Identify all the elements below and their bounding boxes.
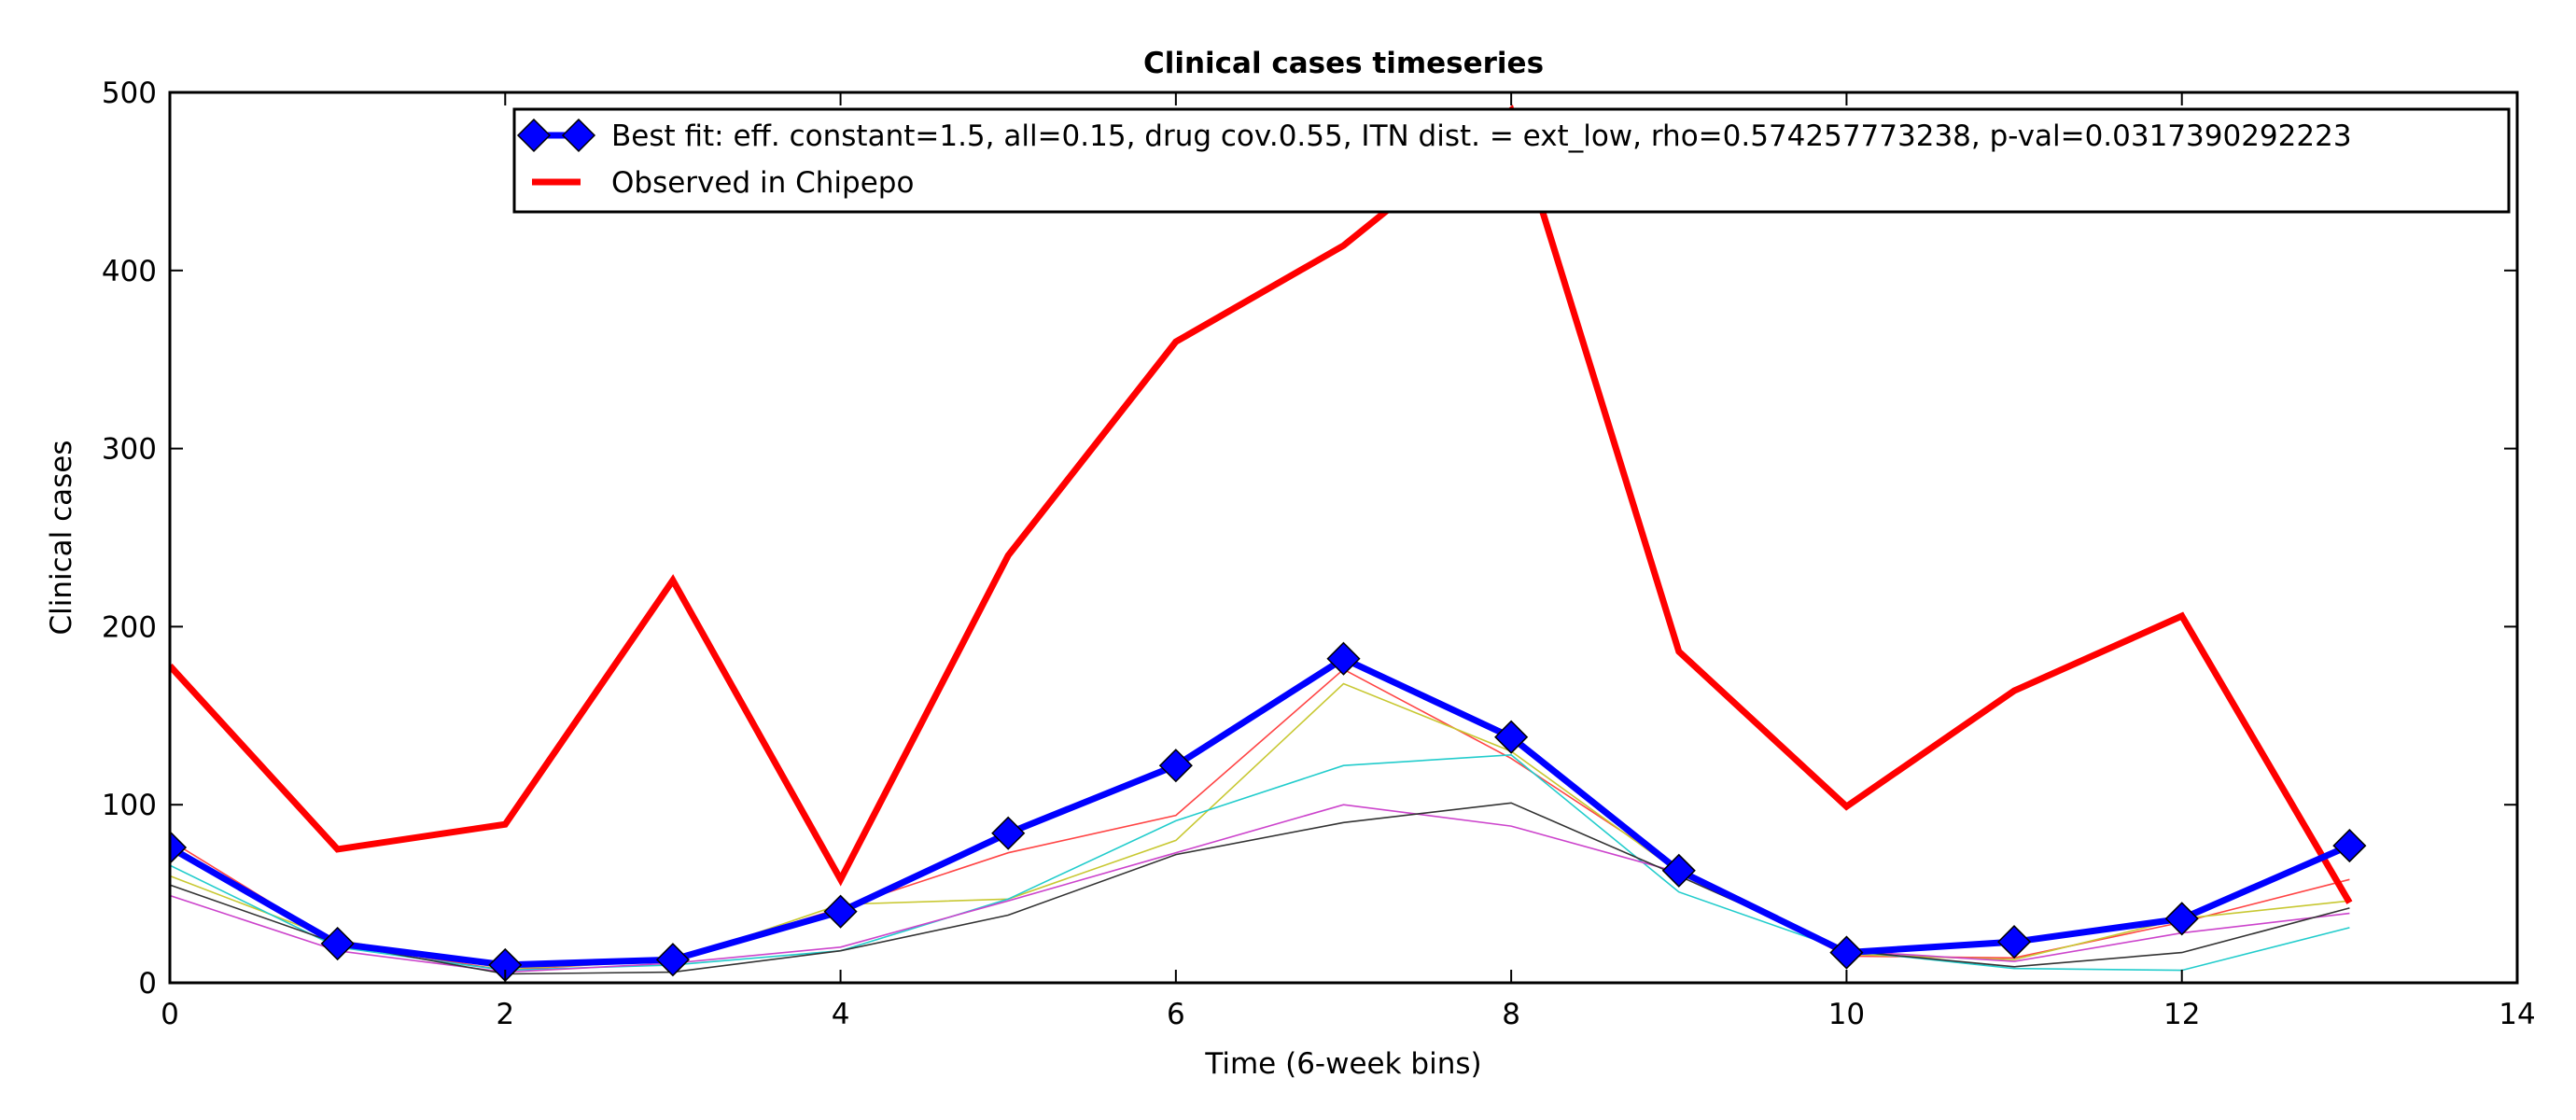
best-fit-marker <box>655 943 690 977</box>
y-tick-label: 100 <box>102 789 157 822</box>
best-fit-marker <box>991 816 1026 850</box>
best-fit-marker <box>2164 902 2199 936</box>
best-fit-marker <box>1997 925 2032 959</box>
simulation-line-4 <box>170 753 2350 972</box>
best-fit-marker <box>170 830 188 865</box>
axes-frame <box>168 91 2519 985</box>
legend-marker-diamond <box>516 118 552 153</box>
x-tick-label: 6 <box>1167 998 1185 1031</box>
x-tick-label: 14 <box>2499 998 2535 1031</box>
x-tick-label: 8 <box>1502 998 1520 1031</box>
y-tick-label: 300 <box>102 433 157 467</box>
best-fit-marker <box>823 894 858 929</box>
y-tick-label: 0 <box>138 967 157 1001</box>
best-fit-marker <box>1829 935 1864 970</box>
axis-ticks: 0 2 4 6 8 10 12 14 0 100 200 300 400 500 <box>102 77 2536 1031</box>
x-tick-label: 4 <box>832 998 850 1031</box>
simulation-line-5 <box>170 804 2350 973</box>
plot-area <box>170 105 2367 982</box>
y-tick-label: 500 <box>102 77 157 110</box>
best-fit-marker <box>1326 641 1361 676</box>
simulation-line-2 <box>170 668 2350 972</box>
legend-marker-diamond <box>561 118 596 153</box>
simulation-line-6 <box>170 802 2350 975</box>
best-fit-marker <box>1661 853 1696 888</box>
best-fit-line <box>170 654 2351 969</box>
legend: Best fit: eff. constant=1.5, all=0.15, d… <box>512 107 2511 214</box>
x-tick-label: 2 <box>496 998 514 1031</box>
legend-box <box>512 107 2511 214</box>
x-tick-label: 0 <box>161 998 179 1031</box>
y-tick-label: 200 <box>102 610 157 644</box>
chart-title: Clinical cases timeseries <box>1143 47 1544 80</box>
best-fit-marker <box>320 926 355 961</box>
legend-label-best-fit: Best fit: eff. constant=1.5, all=0.15, d… <box>611 119 2352 153</box>
best-fit-marker <box>1494 720 1529 754</box>
legend-label-observed: Observed in Chipepo <box>611 166 914 200</box>
x-tick-label: 10 <box>1828 998 1865 1031</box>
x-tick-label: 12 <box>2163 998 2200 1031</box>
best-fit-marker <box>2332 829 2367 863</box>
y-tick-label: 400 <box>102 255 157 288</box>
x-axis-label: Time (6-week bins) <box>1204 1047 1481 1081</box>
best-fit-marker <box>1158 749 1193 783</box>
axes-border <box>168 91 2519 985</box>
observed-line <box>170 105 2353 904</box>
y-axis-label: Clinical cases <box>45 440 78 635</box>
